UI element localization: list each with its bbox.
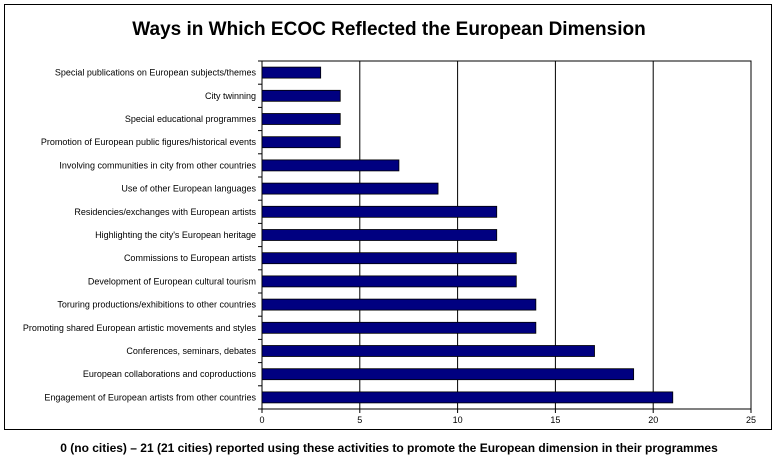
bar — [261, 136, 341, 149]
category-label: Special publications on European subject… — [55, 68, 257, 78]
category-label: Use of other European languages — [121, 184, 256, 194]
category-label: Special educational programmes — [125, 114, 257, 124]
category-label: Highlighting the city's European heritag… — [95, 230, 256, 240]
bar — [261, 252, 517, 265]
chart-frame: Ways in Which ECOC Reflected the Europea… — [4, 4, 772, 430]
bar — [261, 205, 498, 218]
category-label: Promotion of European public figures/his… — [41, 137, 257, 147]
category-label: Promoting shared European artistic movem… — [23, 323, 257, 333]
bar — [261, 66, 322, 79]
x-tick-label: 5 — [357, 415, 362, 425]
category-label: Involving communities in city from other… — [59, 160, 256, 170]
category-label: European collaborations and coproduction… — [83, 369, 257, 379]
bar — [261, 391, 674, 404]
category-label: Commissions to European artists — [124, 253, 257, 263]
bar — [261, 368, 635, 381]
bar — [261, 298, 537, 311]
bar — [261, 182, 439, 195]
x-tick-label: 10 — [453, 415, 463, 425]
category-label: Engagement of European artists from othe… — [44, 392, 256, 402]
bar — [261, 321, 537, 334]
bar — [261, 89, 341, 102]
category-label: City twinning — [205, 91, 256, 101]
chart-title: Ways in Which ECOC Reflected the Europea… — [132, 19, 646, 40]
category-label: Toruring productions/exhibitions to othe… — [57, 300, 256, 310]
category-label: Residencies/exchanges with European arti… — [74, 207, 256, 217]
x-tick-label: 15 — [550, 415, 560, 425]
bar-chart: 0 5 10 15 20 25 Special publications on Europe… — [23, 60, 756, 425]
x-tick-label: 0 — [259, 415, 264, 425]
x-tick-label: 25 — [746, 415, 756, 425]
category-label: Development of European cultural tourism — [88, 276, 256, 286]
bar — [261, 229, 498, 241]
bar — [261, 275, 517, 288]
bar — [261, 159, 400, 172]
footnote: 0 (no cities) – 21 (21 cities) reported … — [60, 441, 718, 455]
bar — [261, 113, 341, 125]
category-label: Conferences, seminars, debates — [126, 346, 256, 356]
x-tick-label: 20 — [648, 415, 658, 425]
bar — [261, 345, 595, 357]
